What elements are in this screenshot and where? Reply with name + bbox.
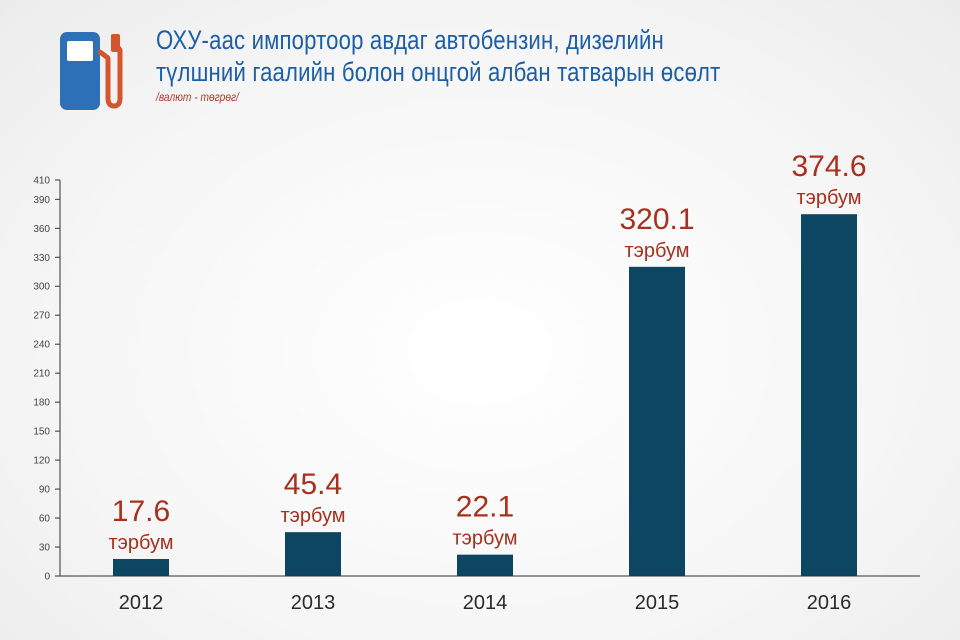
- y-tick-label: 270: [33, 311, 50, 322]
- y-tick-label: 410: [33, 176, 50, 187]
- y-tick-label: 180: [33, 398, 50, 409]
- value-label-2015: 320.1: [619, 203, 694, 236]
- x-axis: 2012 2013 2014 2015 2016: [60, 575, 920, 614]
- chart-subtitle: /валют - төгрөг/: [156, 90, 239, 104]
- unit-label: тэрбум: [452, 528, 517, 550]
- value-label-2014: 22.1: [456, 491, 514, 524]
- x-tick-label-2014: 2014: [463, 592, 508, 614]
- unit-label: тэрбум: [108, 532, 173, 554]
- y-tick-label: 300: [33, 282, 50, 293]
- y-tick-label: 390: [33, 195, 50, 206]
- y-axis: 0 30 60 90 120 150 180 210 240 270 300 330 360 390 410: [33, 176, 61, 583]
- unit-label: тэрбум: [796, 187, 861, 209]
- bar-2013: [285, 532, 341, 576]
- fuel-pump-icon: [60, 32, 123, 110]
- y-tick-label: 330: [33, 253, 50, 264]
- unit-label: тэрбум: [624, 240, 689, 262]
- bar-2015: [629, 266, 685, 576]
- y-tick-label: 30: [39, 543, 51, 554]
- bars: [113, 214, 857, 576]
- y-tick-label: 60: [39, 514, 51, 525]
- unit-label: тэрбум: [280, 505, 345, 527]
- bar-2014: [457, 554, 513, 576]
- y-tick-label: 240: [33, 340, 50, 351]
- y-tick-label: 150: [33, 427, 50, 438]
- y-tick-label: 90: [39, 485, 51, 496]
- x-tick-label-2015: 2015: [635, 592, 680, 614]
- bar-2012: [113, 559, 169, 576]
- bar-labels: 17.6 тэрбум 45.4 тэрбум 22.1 тэрбум 320.1 тэрбу…: [108, 150, 866, 554]
- y-tick-label: 210: [33, 369, 50, 380]
- y-tick-label: 0: [44, 572, 50, 583]
- x-tick-label-2012: 2012: [119, 592, 164, 614]
- x-tick-label-2013: 2013: [291, 592, 336, 614]
- chart-title-line-1: ОХУ-аас импортоор авдаг автобензин, дизе…: [156, 25, 664, 55]
- y-tick-label: 360: [33, 224, 50, 235]
- x-tick-label-2016: 2016: [807, 592, 852, 614]
- bar-2016: [801, 214, 857, 576]
- chart-title-line-2: түлшний гаалийн болон онцгой албан татва…: [156, 57, 721, 87]
- y-tick-label: 120: [33, 456, 50, 467]
- value-label-2013: 45.4: [284, 468, 342, 501]
- value-label-2012: 17.6: [112, 495, 170, 528]
- value-label-2016: 374.6: [791, 150, 866, 183]
- chart-header: ОХУ-аас импортоор авдаг автобензин, дизе…: [56, 24, 936, 124]
